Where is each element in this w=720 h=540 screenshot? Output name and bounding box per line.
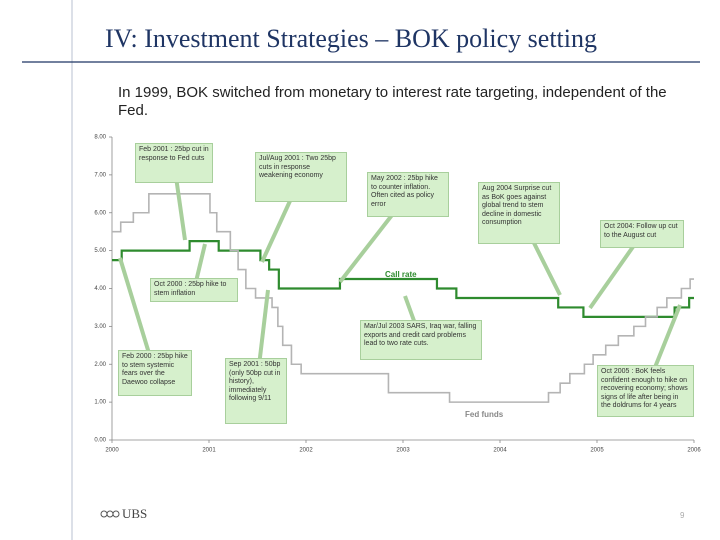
x-tick-label: 2001 [202,448,216,454]
annotation: Oct 2005 : BoK feels confident enough to… [597,365,694,417]
annotation: Jul/Aug 2001 : Two 25bp cuts in response… [255,152,347,202]
footer-logo: UBS [122,506,147,521]
series-line [112,193,694,403]
y-tick-label: 3.00 [94,324,106,330]
annotation: Feb 2001 : 25bp cut in response to Fed c… [135,143,213,183]
x-tick-label: 2005 [590,448,604,454]
annotation: Oct 2000 : 25bp hike to stem inflation [150,278,238,302]
y-tick-label: 6.00 [94,210,106,216]
annotation: Oct 2004: Follow up cut to the August cu… [600,220,684,248]
x-tick-label: 2004 [493,448,507,454]
ubs-logo-icon [100,510,120,518]
y-tick-label: 4.00 [94,286,106,292]
x-tick-label: 2002 [299,448,313,454]
series-label: Fed funds [465,410,504,419]
series-line [112,240,694,319]
slide-subtitle: In 1999, BOK switched from monetary to i… [118,84,667,119]
y-tick-label: 1.00 [94,400,106,406]
y-tick-label: 2.00 [94,362,106,368]
annotation: May 2002 : 25bp hike to counter inflatio… [367,172,449,217]
page-number: 9 [680,511,685,520]
y-tick-label: 5.00 [94,248,106,254]
annotation: Sep 2001 : 50bp (only 50bp cut in histor… [225,358,287,424]
x-tick-label: 2000 [105,448,119,454]
x-tick-label: 2006 [687,448,701,454]
x-tick-label: 2003 [396,448,410,454]
y-tick-label: 7.00 [94,172,106,178]
y-tick-label: 8.00 [94,135,106,141]
y-tick-label: 0.00 [94,438,106,444]
annotation: Aug 2004 Surprise cut as BoK goes agains… [478,182,560,244]
annotation: Mar/Jul 2003 SARS, Iraq war, falling exp… [360,320,482,360]
series-label: Call rate [385,270,417,279]
annotation: Feb 2000 : 25bp hike to stem systemic fe… [118,350,192,396]
slide-title: IV: Investment Strategies – BOK policy s… [105,24,597,53]
